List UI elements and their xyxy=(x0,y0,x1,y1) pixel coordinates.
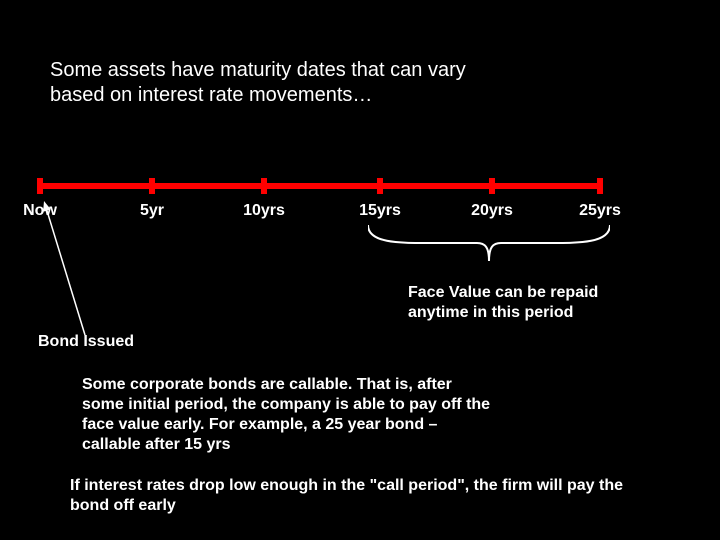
brace-path xyxy=(368,225,610,261)
timeline-tick-label: Now xyxy=(5,202,75,220)
arrow-line xyxy=(47,211,85,335)
timeline-tick xyxy=(377,178,383,194)
face-value-line2: anytime in this period xyxy=(408,303,598,323)
timeline-tick-label: 15yrs xyxy=(345,202,415,220)
bond-issued-label: Bond Issued xyxy=(38,333,134,351)
face-value-annotation: Face Value can be repaid anytime in this… xyxy=(408,283,598,323)
timeline-tick xyxy=(37,178,43,194)
timeline-tick xyxy=(597,178,603,194)
paragraph-callable: Some corporate bonds are callable. That … xyxy=(82,375,492,455)
slide-title: Some assets have maturity dates that can… xyxy=(50,58,466,108)
timeline-tick xyxy=(489,178,495,194)
timeline-tick-label: 10yrs xyxy=(229,202,299,220)
face-value-line1: Face Value can be repaid xyxy=(408,283,598,303)
title-line2: based on interest rate movements… xyxy=(50,83,466,108)
paragraph-rates: If interest rates drop low enough in the… xyxy=(70,476,640,516)
timeline-tick-label: 20yrs xyxy=(457,202,527,220)
brace-icon xyxy=(368,225,610,261)
timeline-tick xyxy=(149,178,155,194)
timeline-tick-label: 5yr xyxy=(117,202,187,220)
timeline-tick-label: 25yrs xyxy=(565,202,635,220)
timeline-line xyxy=(40,183,602,189)
title-line1: Some assets have maturity dates that can… xyxy=(50,58,466,83)
timeline-tick xyxy=(261,178,267,194)
